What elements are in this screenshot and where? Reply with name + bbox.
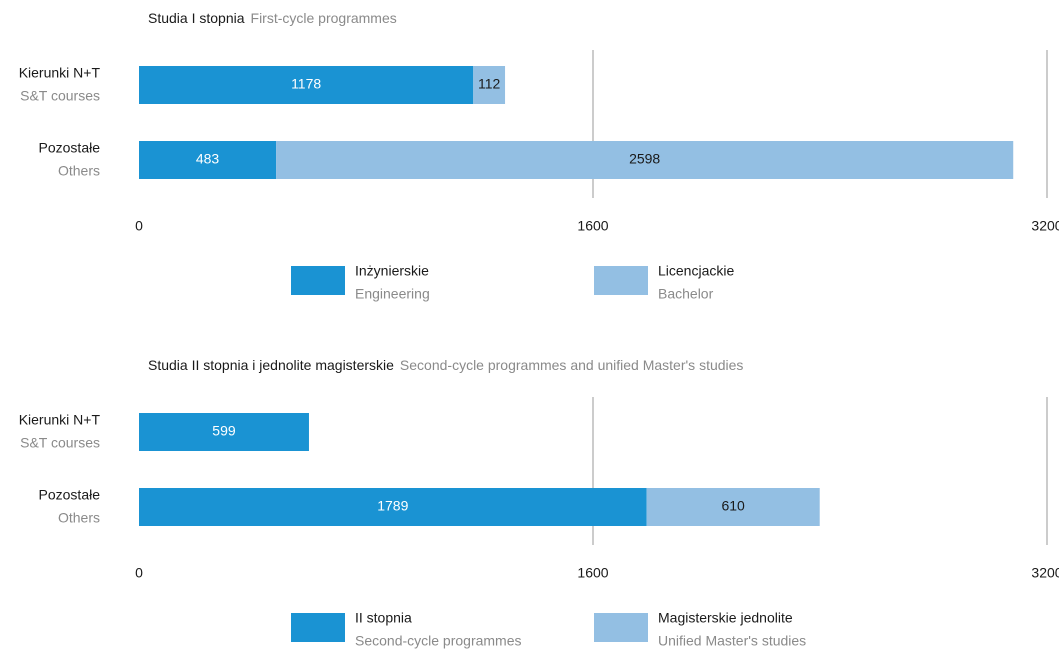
value-label: 2598 (629, 151, 660, 167)
category-subtitle: Others (58, 163, 100, 179)
legend-swatch (291, 613, 345, 642)
legend-label: Inżynierskie (355, 263, 429, 279)
legend-label: Licencjackie (658, 263, 734, 279)
x-tick-label: 1600 (577, 565, 608, 581)
value-label: 610 (721, 498, 745, 514)
chart-title: Studia I stopnia First-cycle programmes (148, 10, 397, 26)
legend-label: II stopnia (355, 610, 412, 626)
bar (139, 413, 309, 451)
value-label: 1178 (291, 76, 321, 92)
title-en: Second-cycle programmes and unified Mast… (400, 357, 744, 373)
legend-subtitle: Second-cycle programmes (355, 633, 522, 649)
legend-subtitle: Engineering (355, 286, 430, 302)
category-label: Kierunki N+T (19, 65, 101, 81)
category-label: Pozostałe (39, 140, 101, 156)
bar (139, 66, 474, 104)
bar (646, 488, 820, 526)
legend-label: Magisterskie jednolite (658, 610, 793, 626)
legend-swatch (594, 266, 648, 295)
title-pl: Studia II stopnia i jednolite magistersk… (148, 357, 394, 373)
legend-subtitle: Unified Master's studies (658, 633, 806, 649)
chart-title: Studia II stopnia i jednolite magistersk… (148, 357, 743, 373)
category-subtitle: S&T courses (20, 435, 100, 451)
bar (276, 141, 1014, 179)
value-label: 112 (478, 76, 501, 92)
x-tick-label: 1600 (577, 218, 608, 234)
legend-swatch (594, 613, 648, 642)
legend-subtitle: Bachelor (658, 286, 714, 302)
legend-swatch (291, 266, 345, 295)
x-tick-label: 0 (135, 565, 143, 581)
category-label: Kierunki N+T (19, 412, 101, 428)
value-label: 483 (196, 151, 220, 167)
x-tick-label: 0 (135, 218, 143, 234)
category-label: Pozostałe (39, 487, 101, 503)
value-label: 1789 (377, 498, 408, 514)
category-subtitle: Others (58, 510, 100, 526)
title-en: First-cycle programmes (251, 10, 397, 26)
bar (139, 141, 277, 179)
value-label: 599 (212, 423, 236, 439)
x-tick-label: 3200 (1031, 218, 1059, 234)
title-pl: Studia I stopnia (148, 10, 245, 26)
bar (473, 66, 506, 104)
x-tick-label: 3200 (1031, 565, 1059, 581)
bar (139, 488, 647, 526)
category-subtitle: S&T courses (20, 88, 100, 104)
